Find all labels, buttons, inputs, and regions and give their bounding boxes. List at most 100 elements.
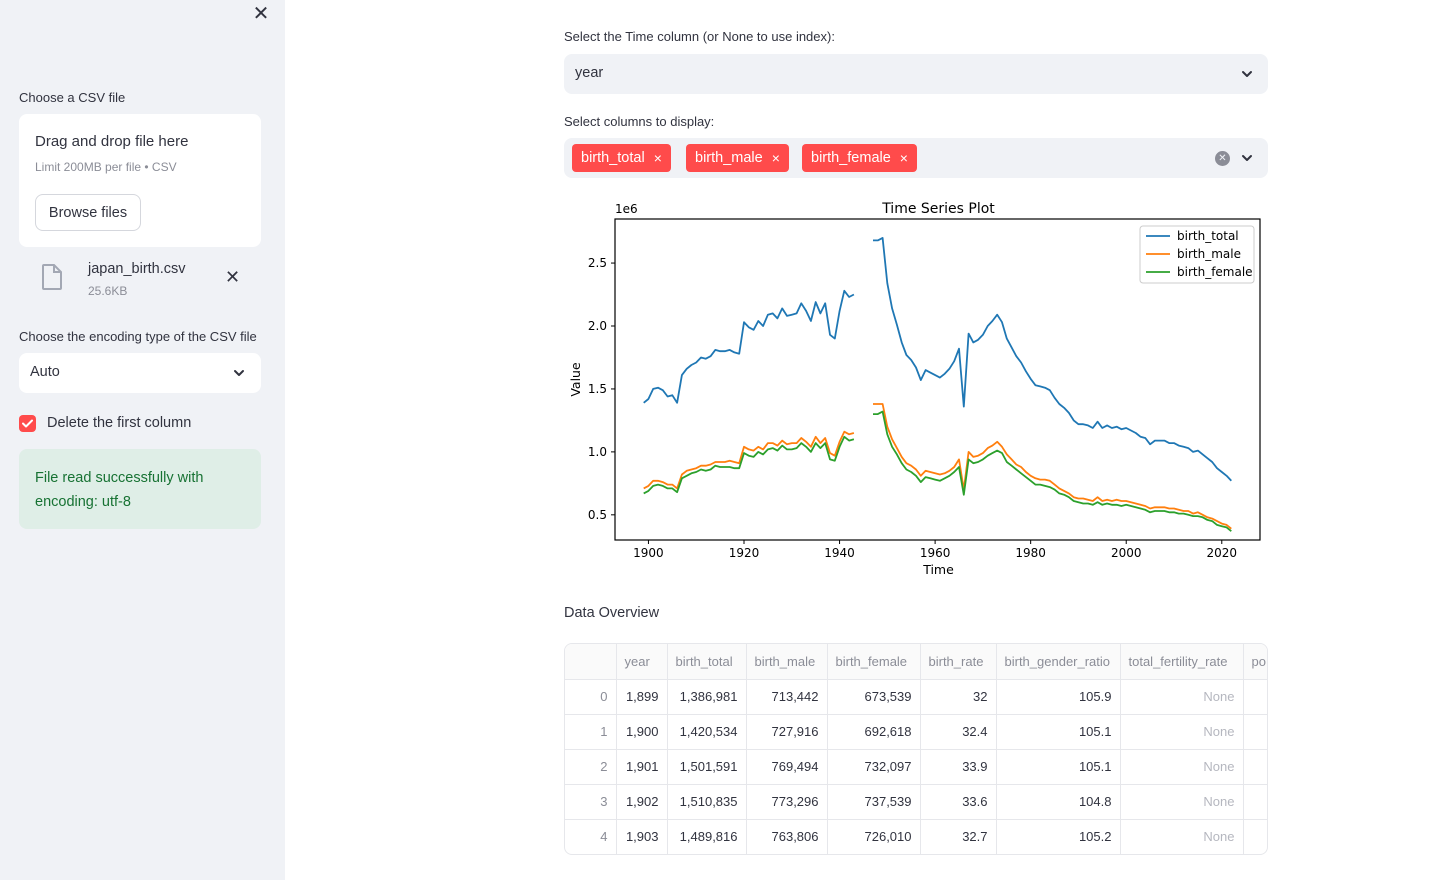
checkbox-checked-icon[interactable] xyxy=(19,414,36,432)
table-row[interactable]: 4 1,903 1,489,816 763,806 726,010 32.7 105.2 No… xyxy=(565,819,1267,854)
tag-label: birth_male xyxy=(695,150,763,166)
tag-birth-female[interactable]: birth_female × xyxy=(802,144,917,172)
x-axis-label: Time xyxy=(922,562,954,577)
column-header[interactable]: birth_female xyxy=(827,644,921,680)
table-cell[interactable]: 1,900 xyxy=(616,714,668,750)
table-cell[interactable]: 1,901 xyxy=(616,749,668,785)
tag-remove-icon[interactable]: × xyxy=(899,150,908,166)
file-icon xyxy=(41,264,63,295)
table-cell[interactable]: 1,510,835 xyxy=(667,784,747,820)
series-line-birth-female xyxy=(643,410,1232,532)
x-tick-label: 1940 xyxy=(824,546,855,560)
table-cell[interactable]: 726,010 xyxy=(827,819,921,854)
table-cell[interactable] xyxy=(1243,714,1267,750)
table-cell[interactable]: 33.9 xyxy=(920,749,997,785)
tag-birth-total[interactable]: birth_total × xyxy=(572,144,671,172)
column-header[interactable]: year xyxy=(616,644,668,680)
close-sidebar-icon[interactable]: ✕ xyxy=(252,3,270,25)
encoding-label: Choose the encoding type of the CSV file xyxy=(19,329,257,344)
x-tick-label: 1900 xyxy=(633,546,664,560)
series-line-birth-male xyxy=(643,403,1232,530)
table-cell[interactable]: 1,501,591 xyxy=(667,749,747,785)
table-cell[interactable]: 105.1 xyxy=(996,714,1121,750)
table-cell[interactable] xyxy=(1243,749,1267,785)
table-cell[interactable]: 673,539 xyxy=(827,679,921,715)
column-header[interactable]: birth_rate xyxy=(920,644,997,680)
table-cell[interactable]: None xyxy=(1120,784,1244,820)
table-cell[interactable]: 4 xyxy=(565,819,617,854)
column-header[interactable] xyxy=(565,644,617,680)
file-size: 25.6KB xyxy=(88,284,128,298)
table-row[interactable]: 0 1,899 1,386,981 713,442 673,539 32 105.9 None xyxy=(565,679,1267,715)
table-cell[interactable]: 763,806 xyxy=(746,819,828,854)
csv-upload-label: Choose a CSV file xyxy=(19,90,126,105)
columns-multiselect[interactable]: birth_total × birth_male × birth_female … xyxy=(564,138,1268,178)
table-cell[interactable]: 2 xyxy=(565,749,617,785)
table-cell[interactable]: None xyxy=(1120,749,1244,785)
chart-svg: 1900 1920 1940 1960 1980 2000 2020 0.5 1.0 1.5 2.0… xyxy=(568,201,1261,577)
encoding-select[interactable]: Auto xyxy=(19,353,261,393)
data-table[interactable]: year birth_total birth_male birth_female bir… xyxy=(564,643,1268,855)
tag-label: birth_total xyxy=(581,150,645,166)
table-cell[interactable]: 1,902 xyxy=(616,784,668,820)
table-cell[interactable]: 769,494 xyxy=(746,749,828,785)
table-cell[interactable] xyxy=(1243,784,1267,820)
table-cell[interactable]: None xyxy=(1120,714,1244,750)
table-cell[interactable]: None xyxy=(1120,819,1244,854)
table-cell[interactable]: 737,539 xyxy=(827,784,921,820)
tag-birth-male[interactable]: birth_male × xyxy=(686,144,789,172)
checkbox-label: Delete the first column xyxy=(47,415,192,431)
table-cell[interactable]: 32.4 xyxy=(920,714,997,750)
table-cell[interactable]: 1,386,981 xyxy=(667,679,747,715)
file-dropzone[interactable]: Drag and drop file here Limit 200MB per … xyxy=(19,114,261,247)
table-cell[interactable]: 1,489,816 xyxy=(667,819,747,854)
table-cell[interactable]: None xyxy=(1120,679,1244,715)
time-column-value: year xyxy=(575,65,604,81)
table-cell[interactable]: 105.1 xyxy=(996,749,1121,785)
table-row[interactable]: 1 1,900 1,420,534 727,916 692,618 32.4 105.1 No… xyxy=(565,714,1267,750)
table-cell[interactable]: 727,916 xyxy=(746,714,828,750)
success-alert: File read successfully with encoding: ut… xyxy=(19,449,261,529)
tag-remove-icon[interactable]: × xyxy=(771,150,780,166)
sidebar: ✕ Choose a CSV file Drag and drop file h… xyxy=(0,0,285,880)
table-cell[interactable]: 105.9 xyxy=(996,679,1121,715)
column-header[interactable]: birth_gender_ratio xyxy=(996,644,1121,680)
table-cell[interactable]: 713,442 xyxy=(746,679,828,715)
table-cell[interactable]: 692,618 xyxy=(827,714,921,750)
table-cell[interactable]: 104.8 xyxy=(996,784,1121,820)
table-cell[interactable]: 1,903 xyxy=(616,819,668,854)
tag-label: birth_female xyxy=(811,150,891,166)
table-cell[interactable] xyxy=(1243,679,1267,715)
table-cell[interactable]: 33.6 xyxy=(920,784,997,820)
clear-all-icon[interactable]: ✕ xyxy=(1215,151,1230,166)
delete-first-column-checkbox[interactable]: Delete the first column xyxy=(19,413,191,433)
y-tick-label: 2.0 xyxy=(588,319,607,333)
table-cell[interactable]: 1,420,534 xyxy=(667,714,747,750)
y-tick-label: 2.5 xyxy=(588,256,607,270)
table-cell[interactable]: 105.2 xyxy=(996,819,1121,854)
table-cell[interactable]: 32.7 xyxy=(920,819,997,854)
table-cell[interactable]: 732,097 xyxy=(827,749,921,785)
browse-files-button[interactable]: Browse files xyxy=(35,194,141,231)
remove-file-icon[interactable]: ✕ xyxy=(225,267,241,287)
table-cell[interactable]: 773,296 xyxy=(746,784,828,820)
table-cell[interactable]: 1 xyxy=(565,714,617,750)
column-header[interactable]: birth_male xyxy=(746,644,828,680)
column-header[interactable]: po xyxy=(1243,644,1267,680)
time-column-select[interactable]: year xyxy=(564,54,1268,94)
table-header-row: year birth_total birth_male birth_female bir… xyxy=(565,644,1267,680)
table-cell[interactable] xyxy=(1243,819,1267,854)
table-cell[interactable]: 1,899 xyxy=(616,679,668,715)
table-cell[interactable]: 3 xyxy=(565,784,617,820)
table-row[interactable]: 2 1,901 1,501,591 769,494 732,097 33.9 105.1 No… xyxy=(565,749,1267,785)
table-cell[interactable]: 32 xyxy=(920,679,997,715)
table-cell[interactable]: 0 xyxy=(565,679,617,715)
legend-label: birth_total xyxy=(1177,229,1239,243)
chart-title: Time Series Plot xyxy=(881,201,995,217)
column-header[interactable]: birth_total xyxy=(667,644,747,680)
column-header[interactable]: total_fertility_rate xyxy=(1120,644,1244,680)
table-row[interactable]: 3 1,902 1,510,835 773,296 737,539 33.6 104.8 No… xyxy=(565,784,1267,820)
tag-remove-icon[interactable]: × xyxy=(653,150,662,166)
time-column-label: Select the Time column (or None to use i… xyxy=(564,29,835,44)
x-tick-label: 1960 xyxy=(920,546,951,560)
